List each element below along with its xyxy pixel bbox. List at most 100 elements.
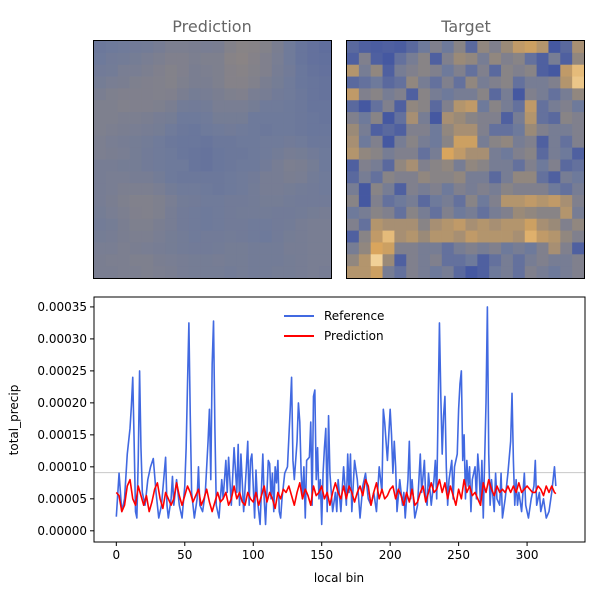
target-cell <box>382 230 395 243</box>
prediction-cell <box>248 171 261 184</box>
target-cell <box>441 266 455 279</box>
target-panel: Target <box>346 17 585 279</box>
target-cell <box>394 135 407 149</box>
target-cell <box>512 147 526 160</box>
prediction-cell <box>271 242 284 255</box>
target-heatmap <box>347 41 585 279</box>
prediction-cell <box>295 230 308 243</box>
prediction-cell <box>176 41 190 54</box>
target-cell <box>394 112 407 125</box>
target-cell <box>453 171 466 184</box>
prediction-cell <box>141 147 154 160</box>
target-cell <box>572 123 585 137</box>
prediction-cell <box>236 41 249 54</box>
target-cell <box>512 218 526 231</box>
target-cell <box>501 242 514 255</box>
prediction-cell <box>141 206 154 220</box>
target-cell <box>572 41 585 54</box>
prediction-cell <box>212 230 225 243</box>
target-cell <box>465 171 478 184</box>
target-cell <box>347 195 360 208</box>
prediction-cell <box>117 266 130 279</box>
target-cell <box>406 135 419 149</box>
prediction-cell <box>153 171 166 184</box>
prediction-cell <box>165 195 178 208</box>
prediction-cell <box>176 242 190 255</box>
prediction-cell <box>295 123 308 137</box>
prediction-cell <box>129 195 142 208</box>
series-lines <box>115 306 557 526</box>
prediction-cell <box>165 52 178 66</box>
prediction-cell <box>176 230 190 243</box>
prediction-cell <box>188 147 202 160</box>
target-cell <box>347 171 360 184</box>
prediction-cell <box>105 88 119 101</box>
target-cell <box>370 230 383 243</box>
target-cell <box>370 147 383 160</box>
target-cell <box>370 123 383 137</box>
target-cell <box>358 123 372 137</box>
prediction-cell <box>94 88 107 101</box>
prediction-cell <box>224 88 237 101</box>
target-cell <box>394 52 407 66</box>
prediction-cell <box>188 112 202 125</box>
prediction-cell <box>105 123 119 137</box>
target-cell <box>477 254 490 267</box>
target-cell <box>394 147 407 160</box>
prediction-cell <box>271 147 284 160</box>
prediction-cell <box>94 218 107 231</box>
prediction-cell <box>212 266 225 279</box>
target-cell <box>560 254 573 267</box>
target-cell <box>477 159 490 172</box>
target-cell <box>465 100 478 113</box>
prediction-cell <box>283 41 296 54</box>
prediction-cell <box>165 112 178 125</box>
target-cell <box>536 183 549 196</box>
target-cell <box>524 76 537 89</box>
target-cell <box>465 254 478 267</box>
prediction-cell <box>236 112 249 125</box>
target-cell <box>453 242 466 255</box>
prediction-cell <box>283 242 296 255</box>
prediction-cell <box>271 183 284 196</box>
target-cell <box>429 100 443 113</box>
prediction-cell <box>117 218 130 231</box>
x-tick-label: 50 <box>177 548 192 562</box>
prediction-cell <box>283 254 296 267</box>
prediction-cell <box>176 195 190 208</box>
prediction-cell <box>200 123 213 137</box>
target-cell <box>512 52 526 66</box>
target-cell <box>347 183 360 196</box>
target-cell <box>512 88 526 101</box>
target-cell <box>418 266 431 279</box>
prediction-cell <box>176 52 190 66</box>
prediction-cell <box>165 183 178 196</box>
prediction-cell <box>200 266 213 279</box>
target-cell <box>548 41 561 54</box>
prediction-cell <box>319 41 332 54</box>
target-cell <box>536 147 549 160</box>
target-cell <box>524 123 537 137</box>
prediction-cell <box>224 183 237 196</box>
target-cell <box>406 183 419 196</box>
target-cell <box>572 230 585 243</box>
prediction-cell <box>129 135 142 149</box>
target-cell <box>382 242 395 255</box>
prediction-cell <box>236 171 249 184</box>
target-cell <box>548 159 561 172</box>
prediction-cell <box>176 112 190 125</box>
prediction-cell <box>212 41 225 54</box>
target-cell <box>394 242 407 255</box>
prediction-cell <box>129 159 142 172</box>
target-cell <box>477 230 490 243</box>
target-cell <box>453 254 466 267</box>
target-cell <box>394 206 407 220</box>
target-cell <box>477 242 490 255</box>
target-cell <box>406 41 419 54</box>
prediction-cell <box>188 206 202 220</box>
target-cell <box>548 88 561 101</box>
legend-reference-label: Reference <box>324 309 384 323</box>
target-cell <box>370 183 383 196</box>
target-cell <box>418 242 431 255</box>
target-cell <box>560 123 573 137</box>
